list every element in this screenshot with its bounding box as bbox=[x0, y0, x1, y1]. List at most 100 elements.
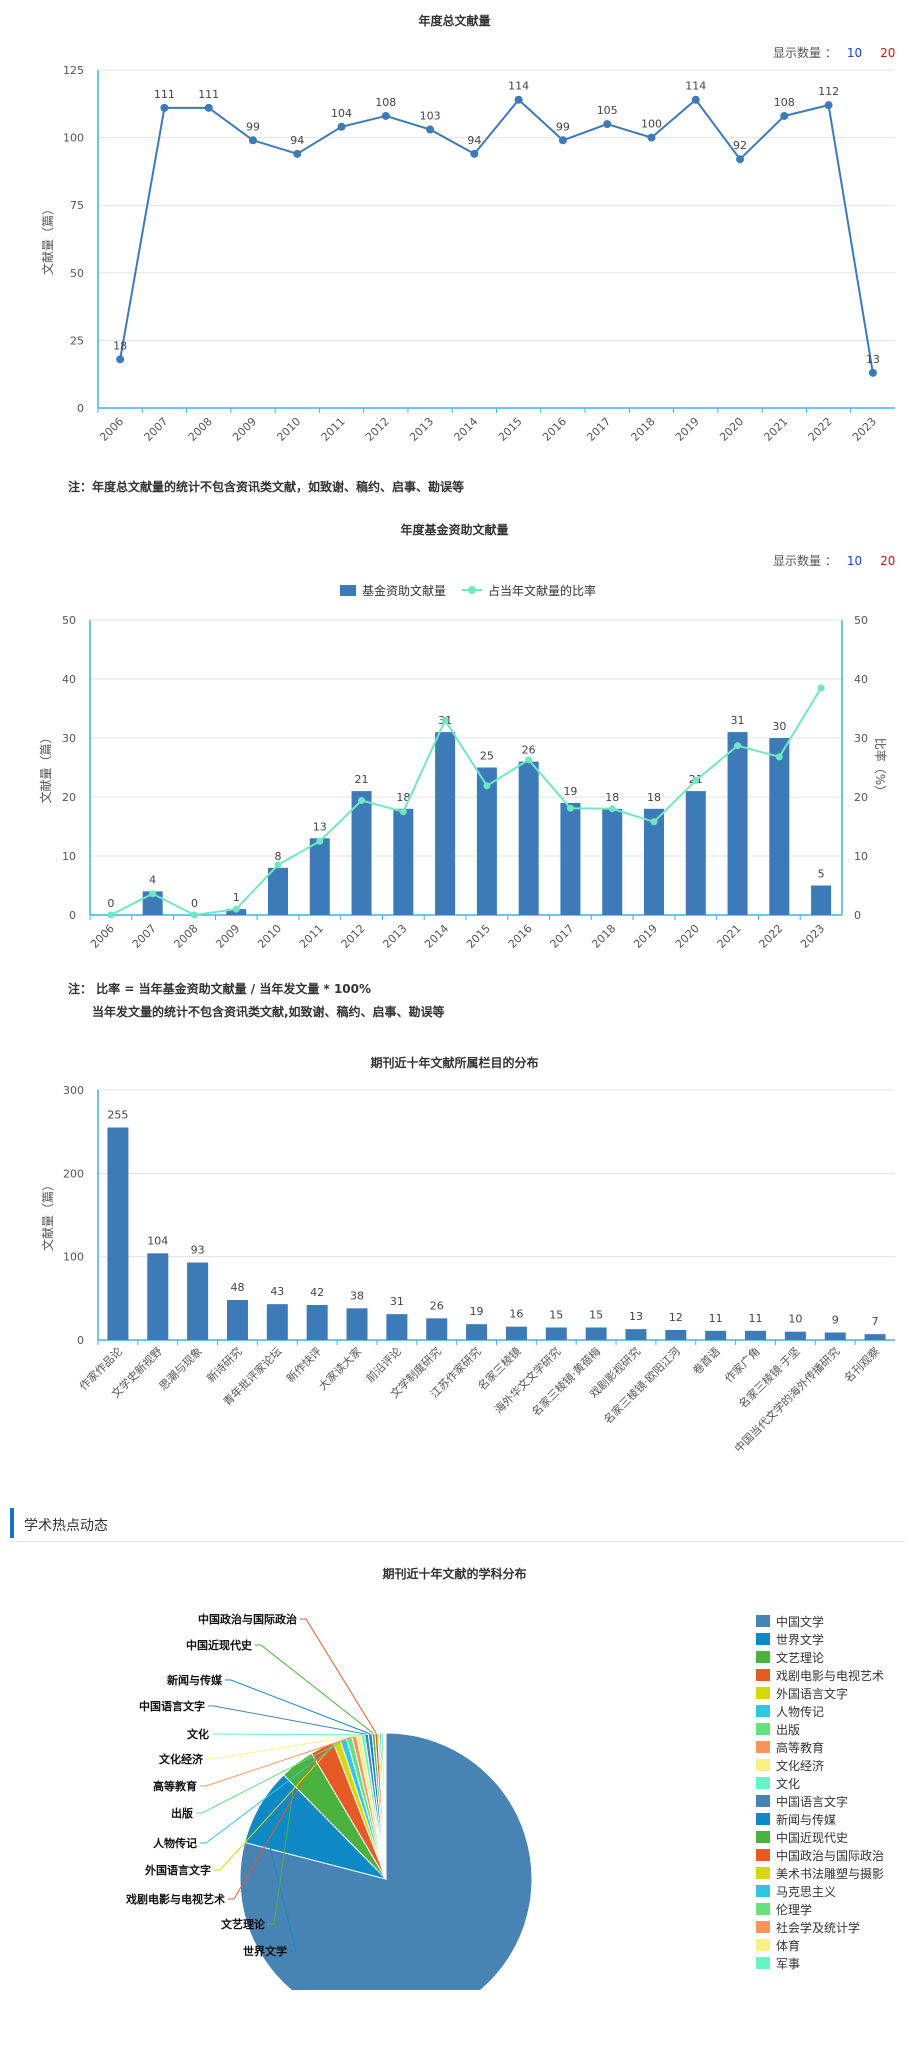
legend-swatch bbox=[756, 1903, 770, 1915]
x-tick-label: 2009 bbox=[213, 922, 242, 951]
legend-item[interactable]: 文化经济 bbox=[756, 1756, 884, 1774]
ratio-point bbox=[274, 861, 282, 869]
data-label: 1 bbox=[233, 891, 240, 904]
data-point bbox=[647, 133, 656, 142]
legend-item[interactable]: 人物传记 bbox=[756, 1702, 884, 1720]
legend-item[interactable]: 中国政治与国际政治 bbox=[756, 1846, 884, 1864]
data-label: 94 bbox=[290, 134, 304, 147]
legend-item[interactable]: 中国文学 bbox=[756, 1612, 884, 1630]
data-label: 13 bbox=[866, 353, 880, 366]
y-tick-label: 125 bbox=[63, 64, 84, 77]
legend-item[interactable]: 马克思主义 bbox=[756, 1882, 884, 1900]
ratio-point bbox=[232, 905, 240, 913]
legend-label: 社会学及统计学 bbox=[776, 1920, 861, 1935]
chart2-title: 年度基金资助文献量 bbox=[400, 523, 509, 537]
y2-tick-label: 20 bbox=[854, 791, 868, 804]
ratio-point bbox=[692, 776, 700, 784]
x-tick-label: 2018 bbox=[589, 922, 618, 951]
data-label: 0 bbox=[107, 897, 114, 910]
y-axis-title: 文献量（篇） bbox=[38, 731, 53, 803]
pie-label: 中国近现代史 bbox=[186, 1638, 253, 1652]
legend-item[interactable]: 社会学及统计学 bbox=[756, 1918, 884, 1936]
legend-item[interactable]: 新闻与传媒 bbox=[756, 1810, 884, 1828]
legend-item[interactable]: 中国近现代史 bbox=[756, 1828, 884, 1846]
x-tick-label: 思潮与现象 bbox=[156, 1344, 205, 1393]
section-divider bbox=[10, 1541, 905, 1542]
x-tick-label: 2022 bbox=[756, 922, 785, 951]
data-point bbox=[160, 103, 169, 112]
data-label: 255 bbox=[107, 1109, 128, 1122]
legend-item[interactable]: 世界文学 bbox=[756, 1630, 884, 1648]
legend-item[interactable]: 文化 bbox=[756, 1774, 884, 1792]
chart2-count-selector: 显示数量 ： 10 20 bbox=[773, 552, 895, 569]
data-label: 105 bbox=[597, 104, 618, 117]
data-label: 31 bbox=[731, 714, 745, 727]
legend-item[interactable]: 中国语言文字 bbox=[756, 1792, 884, 1810]
x-tick-label: 2008 bbox=[172, 922, 201, 951]
legend-label: 文化经济 bbox=[776, 1758, 825, 1773]
y-tick-label: 100 bbox=[63, 132, 84, 145]
data-label: 19 bbox=[563, 785, 577, 798]
data-label: 30 bbox=[772, 720, 786, 733]
y-tick-label: 75 bbox=[70, 199, 84, 212]
bar bbox=[386, 1314, 408, 1340]
y-tick-label: 300 bbox=[63, 1084, 84, 1097]
count-20-link[interactable]: 20 bbox=[880, 554, 896, 568]
pie-label-line bbox=[200, 1738, 344, 1844]
data-label: 4 bbox=[149, 873, 156, 886]
y-tick-label: 20 bbox=[62, 791, 76, 804]
legend-item[interactable]: 文艺理论 bbox=[756, 1648, 884, 1666]
ratio-point bbox=[190, 911, 198, 919]
chart1-line-chart: 0 25 50 75 100 125 文献量（篇） 2006 2007 2008 2009 2010 2… bbox=[40, 64, 895, 444]
data-label: 8 bbox=[275, 850, 282, 863]
legend-item[interactable]: 美术书法雕塑与摄影 bbox=[756, 1864, 884, 1882]
y-tick-label: 50 bbox=[62, 614, 76, 627]
x-tick-label: 2017 bbox=[548, 922, 577, 951]
pie-label-line bbox=[225, 1679, 371, 1735]
legend-item[interactable]: 外国语言文字 bbox=[756, 1684, 884, 1702]
legend-label: 中国政治与国际政治 bbox=[776, 1848, 885, 1863]
legend-swatch bbox=[756, 1687, 770, 1699]
data-label: 108 bbox=[774, 96, 795, 109]
legend-item[interactable]: 出版 bbox=[756, 1720, 884, 1738]
legend-item[interactable]: 军事 bbox=[756, 1954, 884, 1972]
legend-item[interactable]: 伦理学 bbox=[756, 1900, 884, 1918]
section-title: 学术热点动态 bbox=[24, 1518, 108, 1534]
data-label: 21 bbox=[355, 773, 369, 786]
legend-item[interactable]: 体育 bbox=[756, 1936, 884, 1954]
count-20-link[interactable]: 20 bbox=[880, 46, 896, 60]
legend-label: 文艺理论 bbox=[776, 1650, 825, 1665]
legend-swatch bbox=[756, 1777, 770, 1789]
bar bbox=[665, 1330, 687, 1340]
legend-swatch bbox=[756, 1651, 770, 1663]
legend-swatch-dot bbox=[468, 586, 476, 594]
x-tick-label: 2019 bbox=[631, 922, 660, 951]
chart1-note: 注：年度总文献量的统计不包含资讯类文献，如致谢、稿约、启事、勘误等 bbox=[68, 480, 465, 494]
bar bbox=[346, 1308, 368, 1340]
data-label: 0 bbox=[191, 897, 198, 910]
y-tick-label: 100 bbox=[63, 1251, 84, 1264]
data-label: 16 bbox=[509, 1308, 523, 1321]
data-label: 108 bbox=[375, 96, 396, 109]
count-10-link[interactable]: 10 bbox=[846, 554, 863, 568]
y2-axis-title: 比率（%） bbox=[873, 738, 888, 797]
x-tick-label: 2021 bbox=[761, 415, 790, 444]
bar bbox=[545, 1327, 567, 1340]
x-tick-label: 作家广角 bbox=[722, 1344, 763, 1385]
data-label: 12 bbox=[669, 1311, 683, 1324]
count-10-link[interactable]: 10 bbox=[846, 46, 863, 60]
legend-item[interactable]: 高等教育 bbox=[756, 1738, 884, 1756]
data-label: 11 bbox=[749, 1312, 763, 1325]
ratio-point bbox=[817, 684, 825, 692]
ratio-point bbox=[441, 716, 449, 724]
x-tick-label: 2013 bbox=[380, 922, 409, 951]
bar bbox=[187, 1262, 209, 1340]
y2-tick-label: 30 bbox=[854, 732, 868, 745]
data-label: 18 bbox=[113, 339, 127, 352]
data-label: 26 bbox=[430, 1299, 444, 1312]
legend-item[interactable]: 戏剧电影与电视艺术 bbox=[756, 1666, 884, 1684]
ratio-point bbox=[608, 805, 616, 813]
data-point bbox=[337, 122, 346, 131]
ratio-point bbox=[734, 742, 742, 750]
